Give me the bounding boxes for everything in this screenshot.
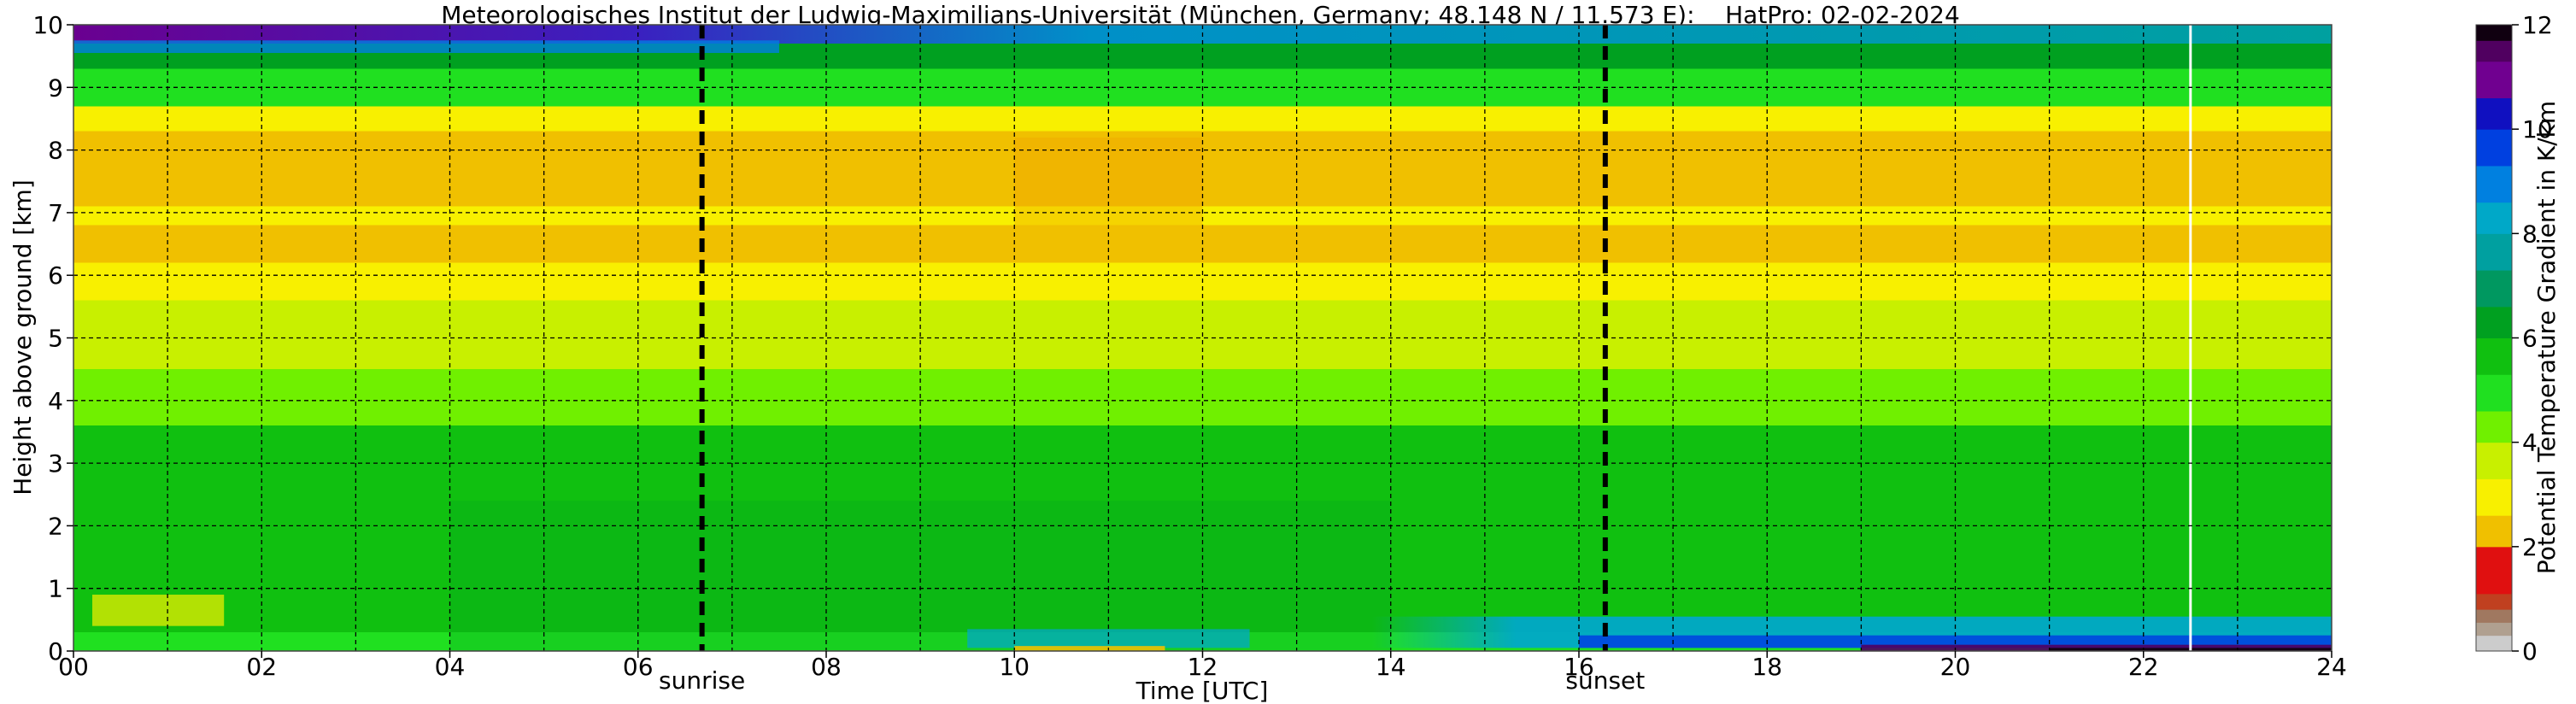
y-tick-label: 3 [48,449,63,478]
x-tick-label: 22 [2128,653,2159,681]
x-tick-label: 10 [999,653,1030,681]
colorbar-segment [2476,609,2512,623]
night-purple-layer [1861,644,2332,651]
x-tick-label: 14 [1376,653,1406,681]
x-axis: sunrise sunset 00 02 04 06 08 10 12 14 16 18 20 22 24 [58,651,2347,695]
colorbar-segment [2476,306,2512,338]
sunrise-label: sunrise [659,666,745,695]
sunset-label: sunset [1565,666,1645,695]
colorbar-segment [2476,478,2512,516]
colorbar-tick-label: 0 [2522,637,2538,666]
x-tick-label: 12 [1188,653,1218,681]
colorbar-tick-label: 6 [2522,325,2538,353]
colorbar-segment [2476,202,2512,234]
y-tick-label: 10 [32,11,63,39]
x-tick-label: 18 [1752,653,1782,681]
colorbar-segment [2476,233,2512,271]
x-tick-label: 02 [246,653,277,681]
upper-blue-layer [73,40,779,53]
y-tick-label: 4 [48,387,63,415]
colorbar-segment [2476,622,2512,637]
colorbar-segment [2476,635,2512,652]
sun-lines [699,25,1608,651]
colorbar-segment [2476,25,2512,41]
x-tick-label: 20 [1940,653,1971,681]
colorbar-segment [2476,374,2512,412]
y-tick-label: 6 [48,261,63,290]
morning-yellow-patch [92,595,225,626]
colorbar-tick-label: 8 [2522,220,2538,248]
y-axis-label: Height above ground [km] [9,179,37,496]
colorbar-segment [2476,61,2512,99]
colorbar-tick-label: 2 [2522,533,2538,561]
colorbar-segment [2476,270,2512,308]
y-tick-label: 7 [48,199,63,227]
midday-surface-layer [967,629,1250,648]
x-tick-label: 00 [58,653,89,681]
colorbar-segment [2476,593,2512,610]
heatmap-background [73,25,2332,651]
colorbar-tick-label: 4 [2522,429,2538,457]
colorbar-segment [2476,515,2512,548]
y-tick-label: 2 [48,512,63,540]
colorbar-segment [2476,97,2512,130]
x-axis-label: Time [UTC] [1135,677,1269,704]
colorbar-tick-label: 12 [2522,11,2553,39]
x-tick-label: 04 [435,653,466,681]
x-tick-label: 16 [1564,653,1594,681]
y-tick-label: 1 [48,575,63,603]
y-tick-label: 5 [48,325,63,353]
colorbar-segment [2476,337,2512,375]
x-tick-label: 06 [623,653,654,681]
y-tick-label: 0 [48,637,63,666]
colorbar-segment [2476,40,2512,62]
colorbar-label: Potential Temperature Gradient in K/km [2532,101,2561,574]
y-axis: 0 1 2 3 4 5 6 7 8 9 10 [32,11,73,666]
colorbar-segment [2476,129,2512,167]
y-tick-label: 9 [48,73,63,102]
x-tick-label: 08 [811,653,842,681]
colorbar-segment [2476,546,2512,595]
y-tick-label: 8 [48,137,63,165]
colorbar-tick-label: 10 [2522,115,2553,144]
colorbar-segment [2476,411,2512,443]
surface-yellow-strip [1014,646,1165,651]
x-tick-label: 24 [2316,653,2347,681]
colorbar-segment [2476,165,2512,203]
colorbar: 0 2 4 6 8 10 12 [2475,11,2553,666]
colorbar-segment [2476,442,2512,479]
plot-area [73,24,2332,652]
